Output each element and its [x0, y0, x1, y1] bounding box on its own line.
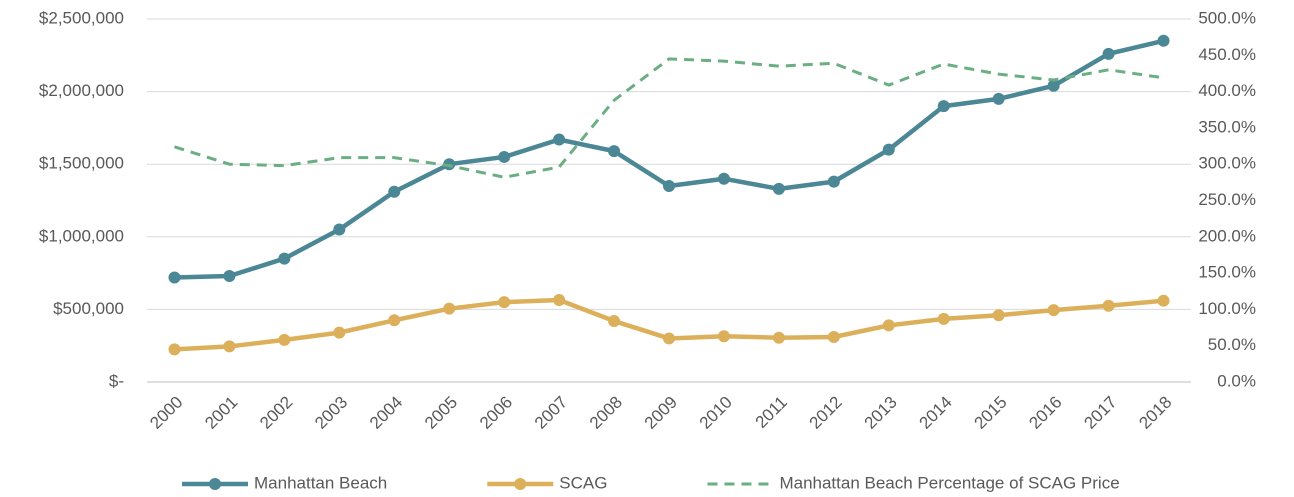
- x-tick-label: 2005: [421, 393, 461, 433]
- data-point: [663, 179, 675, 192]
- data-point: [772, 182, 785, 195]
- y-tick-label: $2,500,000: [39, 8, 124, 27]
- x-tick-label: 2016: [1025, 393, 1065, 433]
- legend-label: Manhattan Beach Percentage of SCAG Price: [779, 473, 1119, 492]
- data-point: [717, 330, 730, 343]
- legend-marker: [514, 478, 527, 490]
- data-point: [882, 143, 895, 156]
- y-tick-label: $1,500,000: [39, 154, 124, 173]
- x-tick-label: 2003: [311, 393, 351, 433]
- data-point: [992, 309, 1005, 322]
- legend-marker: [209, 478, 221, 490]
- y-tick-label: $2,000,000: [39, 81, 124, 100]
- data-point: [827, 330, 840, 343]
- y2-tick-label: 150.0%: [1198, 263, 1256, 282]
- data-point: [772, 331, 785, 344]
- y-tick-label: $500,000: [53, 299, 124, 318]
- data-point: [1047, 304, 1060, 317]
- y2-tick-label: 300.0%: [1198, 154, 1256, 173]
- x-tick-label: 2006: [476, 393, 516, 433]
- data-point: [498, 296, 511, 309]
- x-tick-label: 2007: [531, 393, 571, 433]
- y2-tick-label: 350.0%: [1198, 117, 1256, 136]
- series-line: [174, 57, 1164, 179]
- y2-tick-label: 400.0%: [1198, 81, 1256, 100]
- x-tick-label: 2000: [146, 393, 186, 433]
- data-point: [1047, 79, 1060, 92]
- data-point: [168, 343, 181, 356]
- data-point: [1102, 299, 1115, 312]
- data-point: [388, 314, 401, 327]
- x-tick-label: 2017: [1080, 393, 1120, 433]
- x-tick-label: 2010: [696, 393, 736, 433]
- data-point: [882, 319, 895, 332]
- y-tick-label: $1,000,000: [39, 226, 124, 245]
- data-point: [717, 172, 730, 185]
- x-tick-label: 2002: [256, 393, 296, 433]
- data-point: [333, 223, 346, 236]
- data-point: [333, 326, 346, 339]
- data-point: [663, 332, 675, 345]
- x-tick-label: 2014: [916, 393, 956, 433]
- data-point: [608, 315, 621, 328]
- y2-tick-label: 50.0%: [1208, 335, 1256, 354]
- x-tick-label: 2008: [586, 393, 626, 433]
- data-point: [553, 133, 566, 146]
- data-point: [168, 271, 181, 284]
- data-point: [1102, 47, 1115, 60]
- data-point: [553, 293, 566, 306]
- data-point: [1157, 34, 1170, 47]
- x-tick-label: 2018: [1135, 393, 1175, 433]
- x-tick-label: 2015: [971, 393, 1011, 433]
- data-point: [498, 150, 511, 163]
- data-point: [992, 92, 1005, 105]
- data-point: [278, 252, 291, 265]
- y-tick-label: $-: [109, 371, 124, 390]
- data-point: [1157, 294, 1170, 307]
- y2-tick-label: 200.0%: [1198, 226, 1256, 245]
- data-point: [937, 100, 950, 113]
- y2-tick-label: 0.0%: [1217, 371, 1256, 390]
- x-tick-label: 2001: [201, 393, 241, 433]
- y2-tick-label: 500.0%: [1198, 8, 1256, 27]
- x-tick-label: 2009: [641, 393, 681, 433]
- data-point: [278, 333, 291, 346]
- legend-label: Manhattan Beach: [254, 473, 387, 492]
- data-point: [443, 302, 456, 315]
- y2-tick-label: 100.0%: [1198, 299, 1256, 318]
- x-tick-label: 2004: [366, 393, 406, 433]
- x-tick-label: 2011: [752, 393, 791, 432]
- y2-tick-label: 250.0%: [1198, 190, 1256, 209]
- y2-tick-label: 450.0%: [1198, 45, 1256, 64]
- data-point: [388, 185, 401, 198]
- data-point: [827, 175, 840, 188]
- x-tick-label: 2012: [806, 393, 846, 433]
- x-tick-label: 2013: [861, 393, 901, 433]
- data-point: [608, 145, 621, 158]
- data-point: [937, 312, 950, 325]
- data-point: [223, 270, 236, 283]
- data-point: [223, 340, 236, 353]
- legend-label: SCAG: [559, 473, 607, 492]
